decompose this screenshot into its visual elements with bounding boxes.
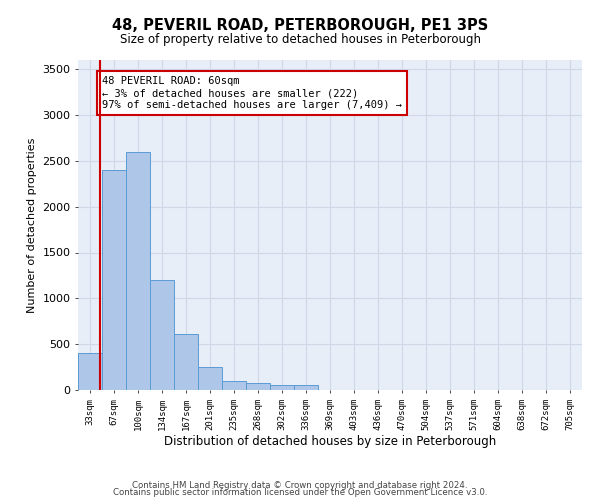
Text: Contains public sector information licensed under the Open Government Licence v3: Contains public sector information licen…	[113, 488, 487, 497]
Text: Contains HM Land Registry data © Crown copyright and database right 2024.: Contains HM Land Registry data © Crown c…	[132, 480, 468, 490]
Bar	[294, 386, 318, 390]
X-axis label: Distribution of detached houses by size in Peterborough: Distribution of detached houses by size …	[164, 436, 496, 448]
Bar	[102, 170, 126, 390]
Bar	[150, 280, 174, 390]
Text: 48, PEVERIL ROAD, PETERBOROUGH, PE1 3PS: 48, PEVERIL ROAD, PETERBOROUGH, PE1 3PS	[112, 18, 488, 32]
Bar	[78, 354, 102, 390]
Y-axis label: Number of detached properties: Number of detached properties	[26, 138, 37, 312]
Text: Size of property relative to detached houses in Peterborough: Size of property relative to detached ho…	[119, 32, 481, 46]
Text: 48 PEVERIL ROAD: 60sqm
← 3% of detached houses are smaller (222)
97% of semi-det: 48 PEVERIL ROAD: 60sqm ← 3% of detached …	[102, 76, 402, 110]
Bar	[222, 381, 246, 390]
Bar	[198, 367, 222, 390]
Bar	[126, 152, 150, 390]
Bar	[270, 384, 294, 390]
Bar	[246, 383, 270, 390]
Bar	[174, 334, 198, 390]
